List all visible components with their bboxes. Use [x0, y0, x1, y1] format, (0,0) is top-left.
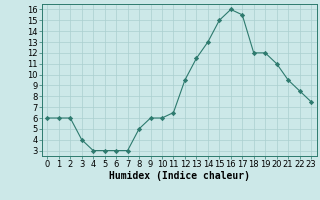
X-axis label: Humidex (Indice chaleur): Humidex (Indice chaleur) — [109, 171, 250, 181]
